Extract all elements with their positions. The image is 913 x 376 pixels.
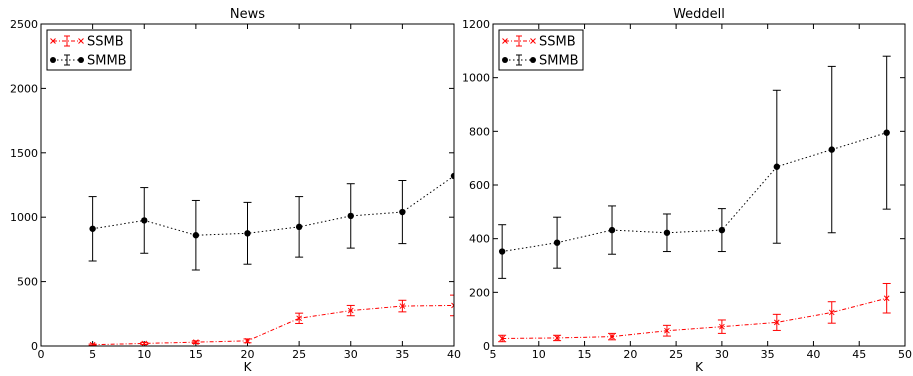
legend-label: SSMB bbox=[539, 35, 576, 50]
series-line bbox=[92, 175, 454, 236]
data-point bbox=[828, 146, 835, 153]
x-tick-label: 20 bbox=[623, 348, 637, 361]
x-axis-label: K bbox=[695, 360, 704, 374]
x-tick-label: 45 bbox=[852, 348, 866, 361]
data-point bbox=[347, 307, 354, 314]
x-tick-label: 5 bbox=[89, 348, 96, 361]
legend-marker bbox=[530, 38, 536, 44]
x-tick-label: 0 bbox=[38, 348, 45, 361]
data-point bbox=[450, 172, 454, 180]
y-tick-label: 200 bbox=[469, 286, 490, 299]
legend-box bbox=[498, 29, 584, 71]
data-point bbox=[773, 319, 780, 326]
x-tick-label: 15 bbox=[189, 348, 203, 361]
plot-area bbox=[88, 172, 454, 346]
data-point bbox=[719, 323, 725, 330]
y-tick-label: 1200 bbox=[462, 18, 490, 31]
data-point bbox=[244, 337, 251, 344]
y-tick-label: 1500 bbox=[10, 147, 38, 160]
plot-frame bbox=[40, 23, 455, 347]
chart-1: Weddell 5 10 15 20 25 30 35 40 45 50 0 200 400 600 800 1… bbox=[462, 7, 912, 374]
legend: SSMB SMMB bbox=[46, 29, 132, 71]
data-point bbox=[883, 295, 890, 302]
legend-label: SSMB bbox=[87, 35, 124, 50]
data-point bbox=[451, 302, 454, 309]
data-point bbox=[89, 341, 96, 346]
x-tick-label: 30 bbox=[715, 348, 729, 361]
legend-label: SMMB bbox=[539, 54, 579, 69]
chart-title: News bbox=[230, 7, 265, 22]
data-point bbox=[828, 309, 835, 316]
series-ssmb bbox=[88, 294, 454, 346]
data-point bbox=[553, 239, 561, 246]
series-line bbox=[502, 132, 887, 253]
x-tick-label: 20 bbox=[241, 348, 255, 361]
chart-title: Weddell bbox=[673, 7, 725, 22]
legend-label: SMMB bbox=[87, 54, 127, 69]
y-tick-label: 1000 bbox=[462, 72, 490, 85]
y-tick-label: 500 bbox=[17, 276, 38, 289]
x-tick-label: 35 bbox=[761, 348, 775, 361]
data-point bbox=[773, 163, 781, 170]
x-tick-label: 40 bbox=[447, 348, 461, 361]
legend-marker bbox=[50, 38, 56, 44]
series-smmb bbox=[498, 55, 891, 279]
data-point bbox=[295, 223, 303, 231]
data-point bbox=[399, 303, 406, 309]
legend-marker bbox=[502, 57, 508, 63]
x-tick-label: 5 bbox=[490, 348, 497, 361]
x-tick-label: 35 bbox=[395, 348, 409, 361]
data-point bbox=[554, 335, 560, 341]
legend-marker bbox=[530, 57, 536, 63]
legend-box bbox=[46, 29, 132, 71]
data-point bbox=[498, 248, 506, 255]
x-tick-label: 50 bbox=[898, 348, 912, 361]
x-tick-label: 25 bbox=[292, 348, 306, 361]
data-point bbox=[192, 232, 200, 239]
legend: SSMB SMMB bbox=[498, 29, 584, 71]
y-tick-label: 0 bbox=[31, 340, 38, 353]
x-tick-label: 25 bbox=[669, 348, 683, 361]
x-tick-label: 15 bbox=[578, 348, 592, 361]
legend-marker bbox=[78, 57, 84, 63]
data-point bbox=[609, 333, 615, 340]
data-point bbox=[296, 315, 302, 322]
data-point bbox=[347, 212, 354, 220]
x-tick-label: 10 bbox=[532, 348, 546, 361]
y-tick-label: 600 bbox=[469, 179, 490, 192]
data-point bbox=[664, 327, 670, 334]
data-point bbox=[499, 335, 506, 342]
data-point bbox=[883, 129, 890, 136]
x-tick-label: 10 bbox=[137, 348, 151, 361]
plot-area bbox=[498, 55, 891, 343]
y-tick-label: 1000 bbox=[10, 211, 38, 224]
legend-marker bbox=[502, 38, 508, 44]
y-tick-label: 2000 bbox=[10, 82, 38, 95]
series-line bbox=[92, 304, 454, 346]
data-point bbox=[244, 230, 251, 237]
x-tick-label: 30 bbox=[344, 348, 358, 361]
y-tick-label: 0 bbox=[483, 340, 490, 353]
data-point bbox=[141, 340, 148, 346]
legend-marker bbox=[50, 57, 56, 63]
series-smmb bbox=[88, 172, 454, 271]
data-point bbox=[399, 208, 406, 216]
data-point bbox=[141, 217, 148, 224]
x-axis-label: K bbox=[244, 360, 253, 374]
data-point bbox=[718, 226, 726, 234]
y-tick-label: 2500 bbox=[10, 18, 38, 31]
series-line bbox=[502, 297, 887, 339]
data-point bbox=[663, 229, 671, 236]
y-tick-label: 800 bbox=[469, 125, 490, 138]
data-point bbox=[89, 225, 96, 232]
x-tick-label: 40 bbox=[806, 348, 820, 361]
chart-0: News 0 5 10 15 20 25 30 35 40 0 500 1000 1500 2000 2500… bbox=[10, 7, 461, 374]
data-point bbox=[193, 339, 199, 345]
series-ssmb bbox=[498, 282, 891, 343]
data-point bbox=[608, 226, 616, 234]
legend-marker bbox=[78, 38, 84, 44]
y-tick-label: 400 bbox=[469, 233, 490, 246]
plot-frame bbox=[492, 23, 906, 347]
